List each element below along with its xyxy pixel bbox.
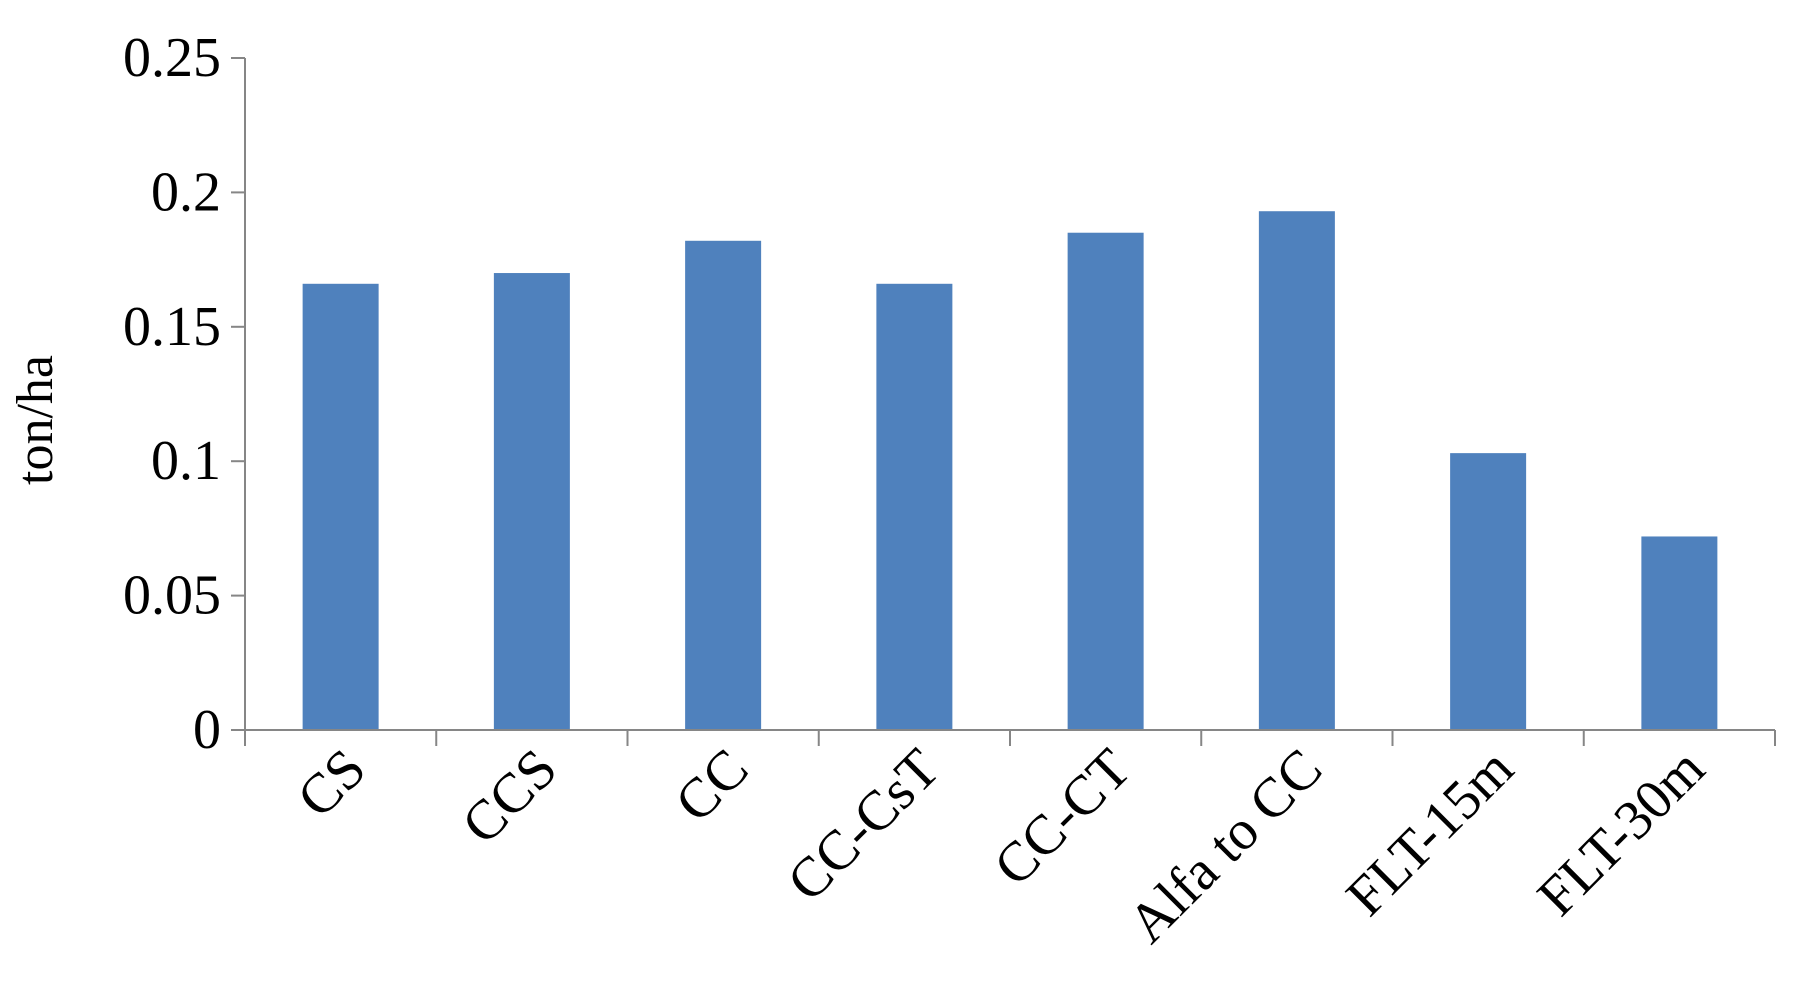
bars-layer <box>302 211 1718 730</box>
y-tick-label: 0.1 <box>151 430 221 492</box>
x-category-label: CC-CT <box>982 737 1142 897</box>
x-category-label: CS <box>286 737 378 829</box>
y-tick-label: 0.25 <box>123 27 221 89</box>
x-category-label: CC <box>664 737 761 834</box>
bar-flt-15m <box>1450 453 1527 730</box>
bar-cc-ct <box>1067 232 1144 730</box>
x-category-label: FLT-30m <box>1526 737 1717 928</box>
bar-ccs <box>493 273 570 730</box>
bar-cc <box>685 240 762 730</box>
y-tick-label: 0 <box>193 699 221 761</box>
axes-layer <box>231 57 1776 746</box>
bar-flt-30m <box>1641 536 1718 730</box>
bar-cs <box>302 283 379 730</box>
bar-alfa-to-cc <box>1258 211 1335 730</box>
x-category-label: CCS <box>450 737 569 856</box>
y-tick-label: 0.05 <box>123 565 221 627</box>
bar-cc-cst <box>876 283 953 730</box>
y-axis-label: ton/ha <box>7 355 64 485</box>
x-category-label: CC-CsT <box>776 737 952 913</box>
x-category-label: Alfa to CC <box>1116 737 1334 955</box>
y-tick-label: 0.15 <box>123 296 221 358</box>
x-category-label: FLT-15m <box>1335 737 1526 928</box>
y-tick-label: 0.2 <box>151 161 221 223</box>
